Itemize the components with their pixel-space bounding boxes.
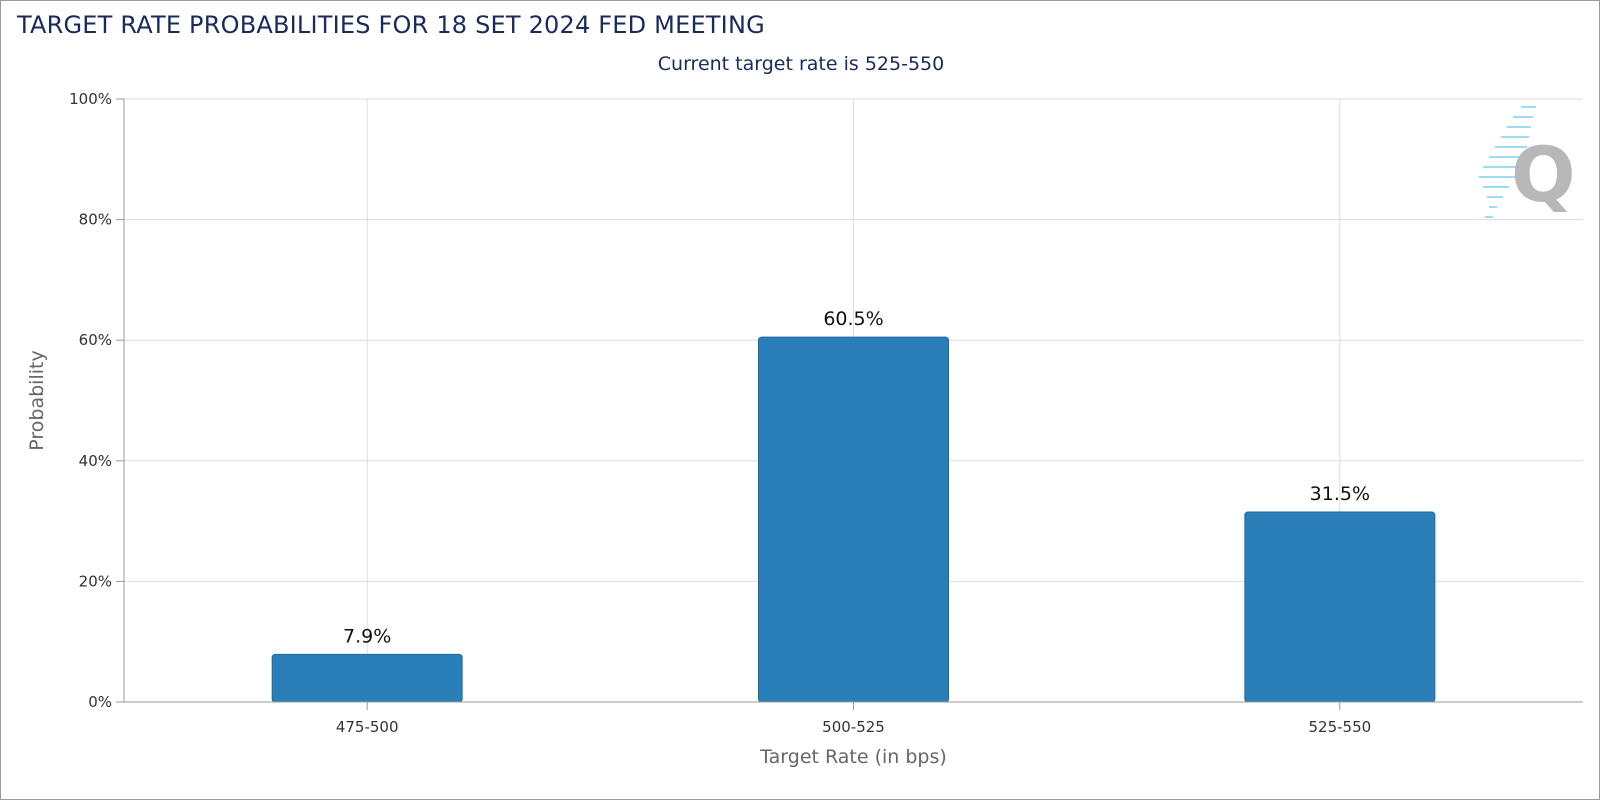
- x-tick-label: 500-525: [822, 718, 885, 736]
- watermark-logo: Q: [1479, 106, 1576, 219]
- svg-text:Q: Q: [1511, 130, 1576, 219]
- y-axis-title: Probability: [26, 350, 48, 450]
- bar-525-550[interactable]: [1244, 511, 1436, 703]
- y-tick-label: 40%: [79, 452, 112, 470]
- y-tick-label: 0%: [88, 693, 112, 711]
- x-tick-label: 525-550: [1308, 718, 1371, 736]
- bars: [271, 336, 1436, 703]
- bar-475-500[interactable]: [271, 653, 463, 703]
- y-tick-label: 20%: [79, 572, 112, 590]
- chart-subtitle: Current target rate is 525-550: [657, 53, 945, 75]
- chart-title: TARGET RATE PROBABILITIES FOR 18 SET 202…: [17, 11, 765, 39]
- x-axis-ticks: 475-500 500-525 525-550: [336, 702, 1371, 736]
- y-tick-label: 80%: [79, 211, 112, 229]
- x-tick-label: 475-500: [336, 718, 399, 736]
- bar-value-label: 31.5%: [1310, 483, 1370, 505]
- bar-value-label: 60.5%: [823, 308, 883, 330]
- x-axis-title: Target Rate (in bps): [759, 746, 947, 768]
- data-labels: 7.9% 60.5% 31.5%: [343, 308, 1370, 647]
- bar-500-525[interactable]: [758, 336, 949, 703]
- y-tick-label: 100%: [69, 90, 112, 108]
- bar-value-label: 7.9%: [343, 625, 391, 647]
- y-axis-ticks: 0% 20% 40% 60% 80% 100%: [69, 90, 124, 711]
- y-tick-label: 60%: [79, 331, 112, 349]
